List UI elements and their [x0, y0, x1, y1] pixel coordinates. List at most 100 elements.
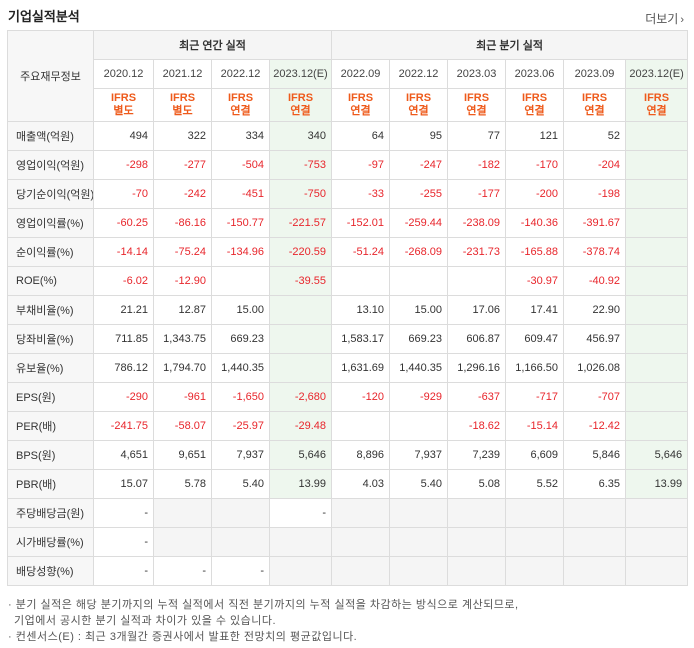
- value-cell: 456.97: [563, 324, 627, 354]
- basis-label: 별도: [113, 105, 134, 117]
- value-cell: [389, 411, 449, 441]
- value-cell: -259.44: [389, 208, 449, 238]
- value-cell: -120: [331, 382, 391, 412]
- value-cell: 1,166.50: [505, 353, 565, 383]
- value-cell: [331, 527, 391, 557]
- value-cell: 13.99: [625, 469, 689, 499]
- table-row: 당좌비율(%) 711.85 1,343.75 669.23 1,583.17 669.2…: [7, 324, 689, 354]
- value-cell: -33: [331, 179, 391, 209]
- value-cell: 5,646: [625, 440, 689, 470]
- period-date: 2023.03: [447, 59, 507, 89]
- value-cell: 7,937: [211, 440, 270, 470]
- value-cell: [211, 266, 270, 296]
- value-cell: -40.92: [563, 266, 627, 296]
- ifrs-label: IFRS: [348, 92, 374, 104]
- value-cell: [625, 237, 689, 267]
- value-cell: [563, 556, 627, 586]
- period-basis: IFRS 별도: [93, 88, 154, 122]
- period-date: 2023.06: [505, 59, 565, 89]
- period-basis: IFRS 연결: [331, 88, 391, 122]
- value-cell: 22.90: [563, 295, 627, 325]
- row-label: 영업이익률(%): [7, 208, 94, 238]
- period-basis: IFRS 연결: [268, 88, 333, 122]
- value-cell: [625, 353, 689, 383]
- value-cell: [331, 498, 391, 528]
- header-ifrs-row: IFRS 별도 IFRS 별도 IFRS 연결 IFRS 연결 IFRS 연결 IFRS 연결 IFRS…: [8, 88, 689, 122]
- value-cell: 340: [268, 121, 333, 151]
- value-cell: 5,846: [563, 440, 627, 470]
- value-cell: -200: [505, 179, 565, 209]
- footnote-line: · 컨센서스(E) : 최근 3개월간 증권사에서 발표한 전망치의 평균값입니…: [8, 631, 358, 643]
- period-basis: IFRS 연결: [211, 88, 270, 122]
- value-cell: -30.97: [505, 266, 565, 296]
- row-label: 유보율(%): [7, 353, 94, 383]
- value-cell: -242: [153, 179, 212, 209]
- value-cell: [153, 498, 212, 528]
- value-cell: [505, 498, 565, 528]
- period-date: 2023.12(E): [625, 59, 689, 89]
- period-date: 2022.12: [389, 59, 449, 89]
- row-label: 주당배당금(원): [7, 498, 94, 528]
- basis-label: 연결: [646, 105, 667, 117]
- table-row: PBR(배) 15.07 5.78 5.40 13.99 4.03 5.40 5.08 5.52…: [7, 469, 689, 499]
- value-cell: 13.99: [268, 469, 333, 499]
- table-row: 주당배당금(원) - -: [7, 498, 689, 528]
- value-cell: [625, 324, 689, 354]
- value-cell: [625, 266, 689, 296]
- value-cell: -: [153, 556, 212, 586]
- value-cell: [389, 556, 449, 586]
- value-cell: 6,609: [505, 440, 565, 470]
- row-label: 매출액(억원): [7, 121, 94, 151]
- value-cell: -182: [447, 150, 507, 180]
- quarter-group-header: 최근 분기 실적: [331, 30, 689, 60]
- value-cell: [625, 382, 689, 412]
- value-cell: -750: [268, 179, 333, 209]
- value-cell: [268, 556, 333, 586]
- value-cell: [625, 295, 689, 325]
- value-cell: -14.14: [93, 237, 154, 267]
- value-cell: -: [93, 556, 154, 586]
- row-label: 당좌비율(%): [7, 324, 94, 354]
- value-cell: -1,650: [211, 382, 270, 412]
- value-cell: -255: [389, 179, 449, 209]
- basis-label: 연결: [466, 105, 487, 117]
- value-cell: [447, 498, 507, 528]
- value-cell: -290: [93, 382, 154, 412]
- value-cell: 5.78: [153, 469, 212, 499]
- value-cell: -75.24: [153, 237, 212, 267]
- basis-label: 연결: [350, 105, 371, 117]
- value-cell: [211, 498, 270, 528]
- value-cell: [331, 266, 391, 296]
- more-link[interactable]: 더보기 ›: [645, 10, 684, 27]
- value-cell: [505, 556, 565, 586]
- table-row: PER(배) -241.75 -58.07 -25.97 -29.48 -18.62 -15…: [7, 411, 689, 441]
- value-cell: 1,026.08: [563, 353, 627, 383]
- value-cell: [625, 527, 689, 557]
- value-cell: [563, 527, 627, 557]
- value-cell: -241.75: [93, 411, 154, 441]
- value-cell: -51.24: [331, 237, 391, 267]
- value-cell: 6.35: [563, 469, 627, 499]
- value-cell: -86.16: [153, 208, 212, 238]
- basis-label: 별도: [172, 105, 193, 117]
- table-row: BPS(원) 4,651 9,651 7,937 5,646 8,896 7,937 7,23…: [7, 440, 689, 470]
- value-cell: 17.41: [505, 295, 565, 325]
- value-cell: -247: [389, 150, 449, 180]
- value-cell: 609.47: [505, 324, 565, 354]
- value-cell: -391.67: [563, 208, 627, 238]
- basis-label: 연결: [584, 105, 605, 117]
- value-cell: 1,583.17: [331, 324, 391, 354]
- value-cell: 52: [563, 121, 627, 151]
- value-cell: -753: [268, 150, 333, 180]
- value-cell: -929: [389, 382, 449, 412]
- value-cell: 15.00: [389, 295, 449, 325]
- table-row: EPS(원) -290 -961 -1,650 -2,680 -120 -929 -637 -7…: [7, 382, 689, 412]
- value-cell: -60.25: [93, 208, 154, 238]
- value-cell: 5.08: [447, 469, 507, 499]
- value-cell: [331, 556, 391, 586]
- value-cell: -231.73: [447, 237, 507, 267]
- value-cell: 21.21: [93, 295, 154, 325]
- period-date: 2020.12: [93, 59, 154, 89]
- value-cell: -: [93, 498, 154, 528]
- value-cell: [268, 295, 333, 325]
